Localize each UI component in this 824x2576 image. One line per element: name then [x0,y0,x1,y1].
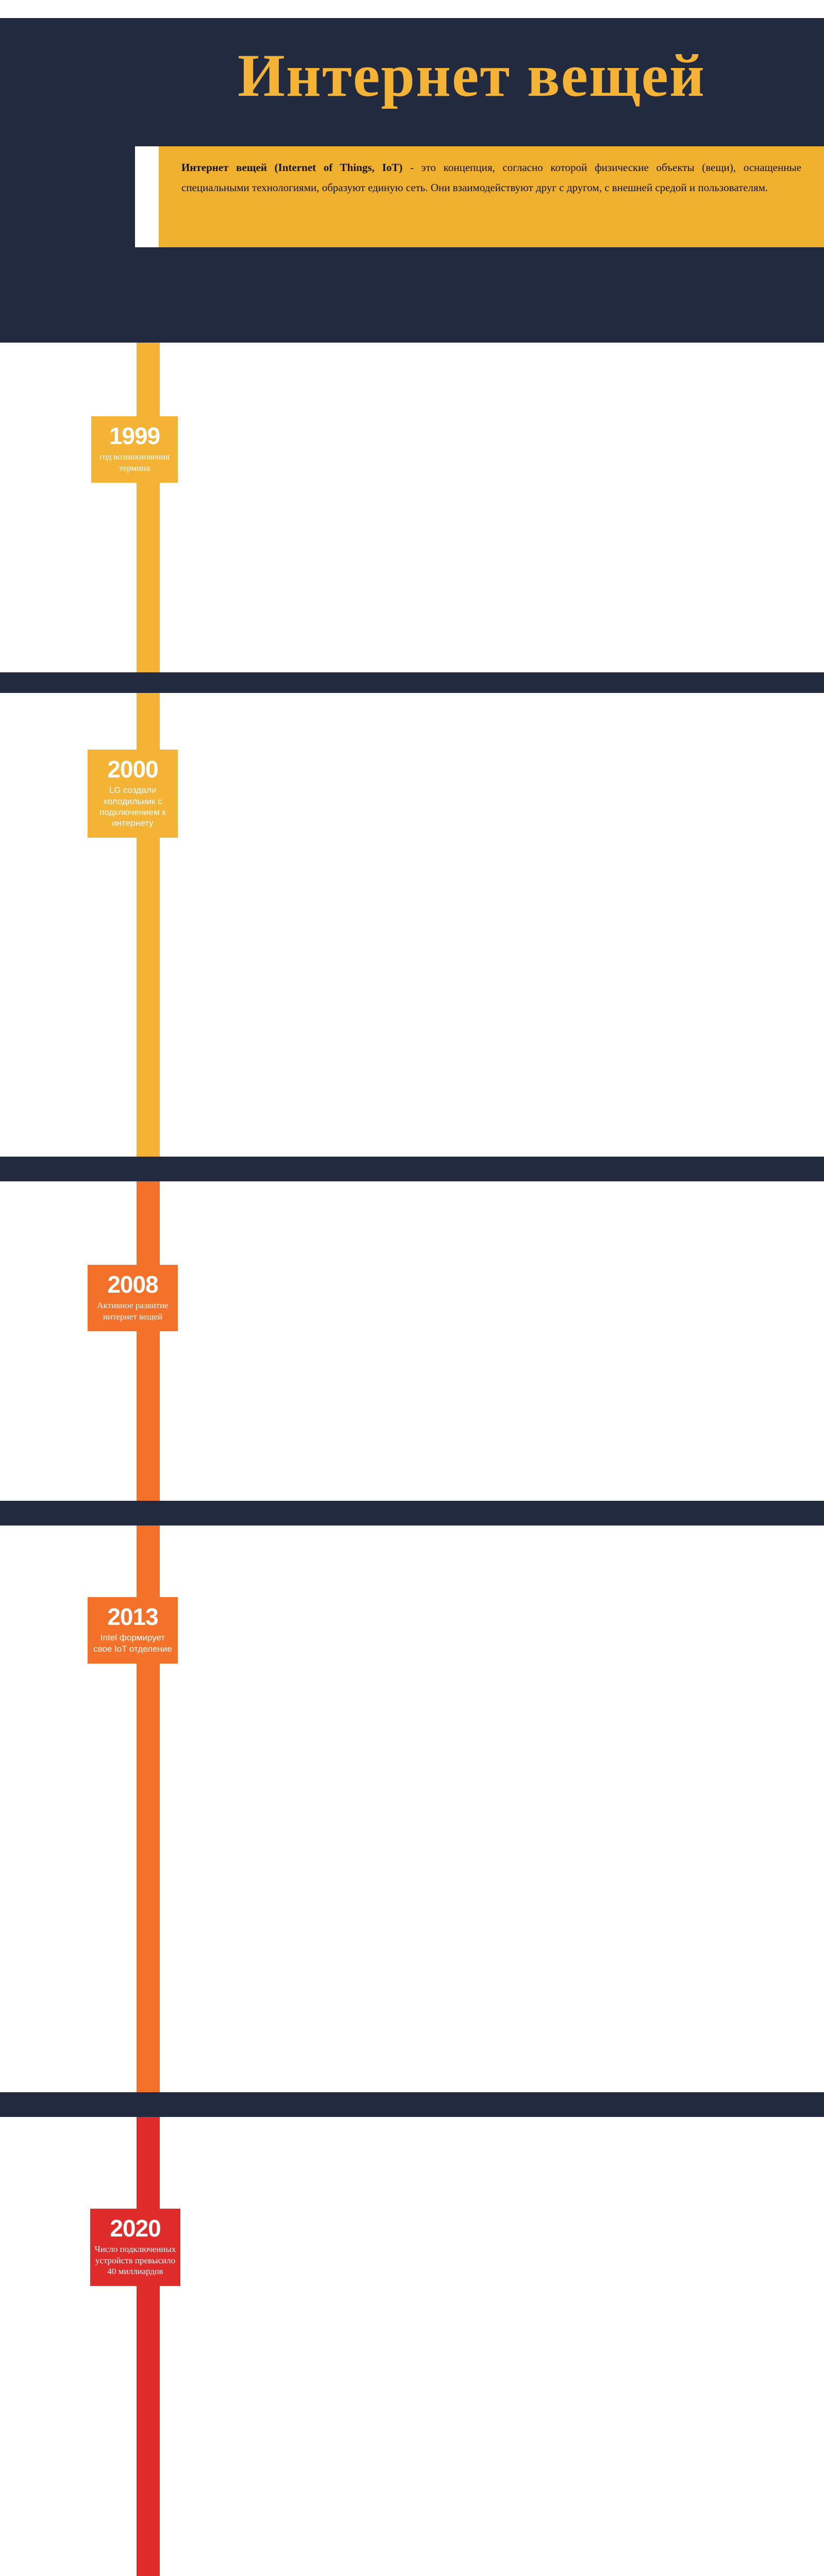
badge-2008-year: 2008 [107,1271,158,1298]
badge-1999: 1999 год возникновения термина [91,416,178,483]
badge-2013-sub: Intel формирует свое IoT отделение [93,1633,172,1654]
divider-band-4 [0,2092,824,2117]
divider-band-3 [0,1501,824,1526]
intro-rest: - это концепция, согласно которой физиче… [181,161,801,194]
implementation-band [0,1181,824,1501]
chart-accent-strip [137,2117,160,2576]
intro-callout: Интернет вещей (Internet of Things, IoT)… [135,146,824,247]
badge-2000-sub: LG создали холодильник с подключением к … [99,785,166,828]
page-title: Интернет вещей [238,42,705,109]
badge-1999-sub: год возникновения термина [99,452,170,473]
badge-1999-year: 1999 [109,422,160,449]
badge-2000-year: 2000 [107,756,158,783]
badge-2020: 2020 Число подключенных устройств превыс… [90,2209,180,2286]
characteristics-accent-strip [137,343,160,672]
characteristics-band [0,343,824,672]
divider-band-2 [0,1157,824,1181]
badge-2020-sub: Число подключенных устройств превысило 4… [94,2244,176,2276]
badge-2020-year: 2020 [110,2215,161,2242]
divider-band-1 [0,672,824,693]
badge-2008: 2008 Активное развитие интернет вещей [88,1265,178,1331]
intro-bold-lead: Интернет вещей (Internet of Things, IoT) [181,161,403,174]
badge-2013: 2013 Intel формирует свое IoT отделение [88,1597,178,1664]
implementation-accent-strip [137,1181,160,1501]
intro-box: Интернет вещей (Internet of Things, IoT)… [159,146,824,247]
badge-2008-sub: Активное развитие интернет вещей [97,1300,169,1321]
chart-band [0,2117,824,2576]
intro-paragraph: Интернет вещей (Internet of Things, IoT)… [181,158,801,198]
badge-2000: 2000 LG создали холодильник с подключени… [88,750,178,838]
badge-2013-year: 2013 [107,1603,158,1630]
intro-white-edge [135,146,159,247]
